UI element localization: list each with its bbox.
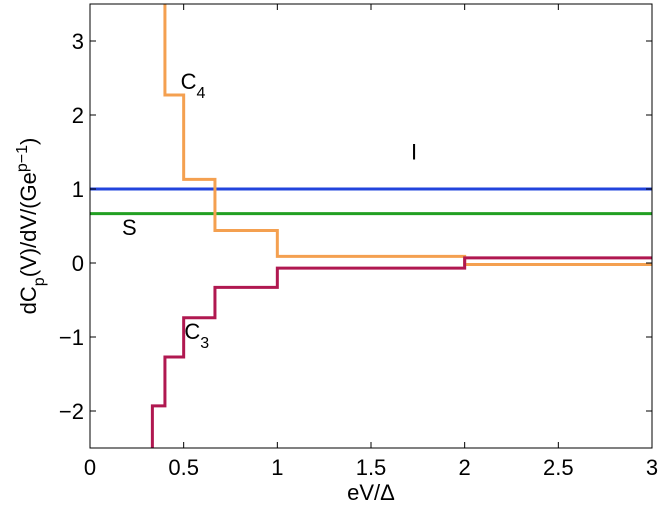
x-axis-label: eV/Δ <box>347 480 395 505</box>
y-label-end: ) <box>16 138 41 145</box>
axis-ticks: 0 0.5 1 1.5 2 2.5 3 −2 −1 0 1 2 3 <box>59 4 658 480</box>
series-line-c3 <box>150 256 652 448</box>
y-axis-label: dCp(V)/dV/(Gep−1) <box>14 138 48 315</box>
y-tick-label: −1 <box>59 325 84 350</box>
series-lines <box>90 4 652 448</box>
x-tick-label: 1.5 <box>356 455 387 480</box>
x-tick-label: 0 <box>84 455 96 480</box>
y-label-mid: (V)/dV/(Ge <box>16 172 41 277</box>
y-label-sub: p <box>31 277 48 286</box>
series-line-c4 <box>163 4 652 266</box>
y-tick-label: 0 <box>72 251 84 276</box>
x-tick-label: 3 <box>646 455 658 480</box>
x-tick-label: 1 <box>271 455 283 480</box>
annotation-s: S <box>122 215 137 240</box>
plot-frame <box>89 3 653 449</box>
y-tick-label: −2 <box>59 399 84 424</box>
annotation-i: I <box>411 139 417 164</box>
annotation-c3: C3 <box>184 319 209 352</box>
x-tick-label: 0.5 <box>168 455 199 480</box>
y-tick-label: 2 <box>72 103 84 128</box>
annotation-c4: C4 <box>181 69 206 102</box>
y-label-sup: p−1 <box>14 145 31 172</box>
y-tick-label: 3 <box>72 29 84 54</box>
x-tick-label: 2.5 <box>543 455 574 480</box>
x-tick-label: 2 <box>459 455 471 480</box>
annotations: C4 I S C3 <box>122 69 417 352</box>
y-label-main: dC <box>16 286 41 314</box>
y-tick-label: 1 <box>72 177 84 202</box>
